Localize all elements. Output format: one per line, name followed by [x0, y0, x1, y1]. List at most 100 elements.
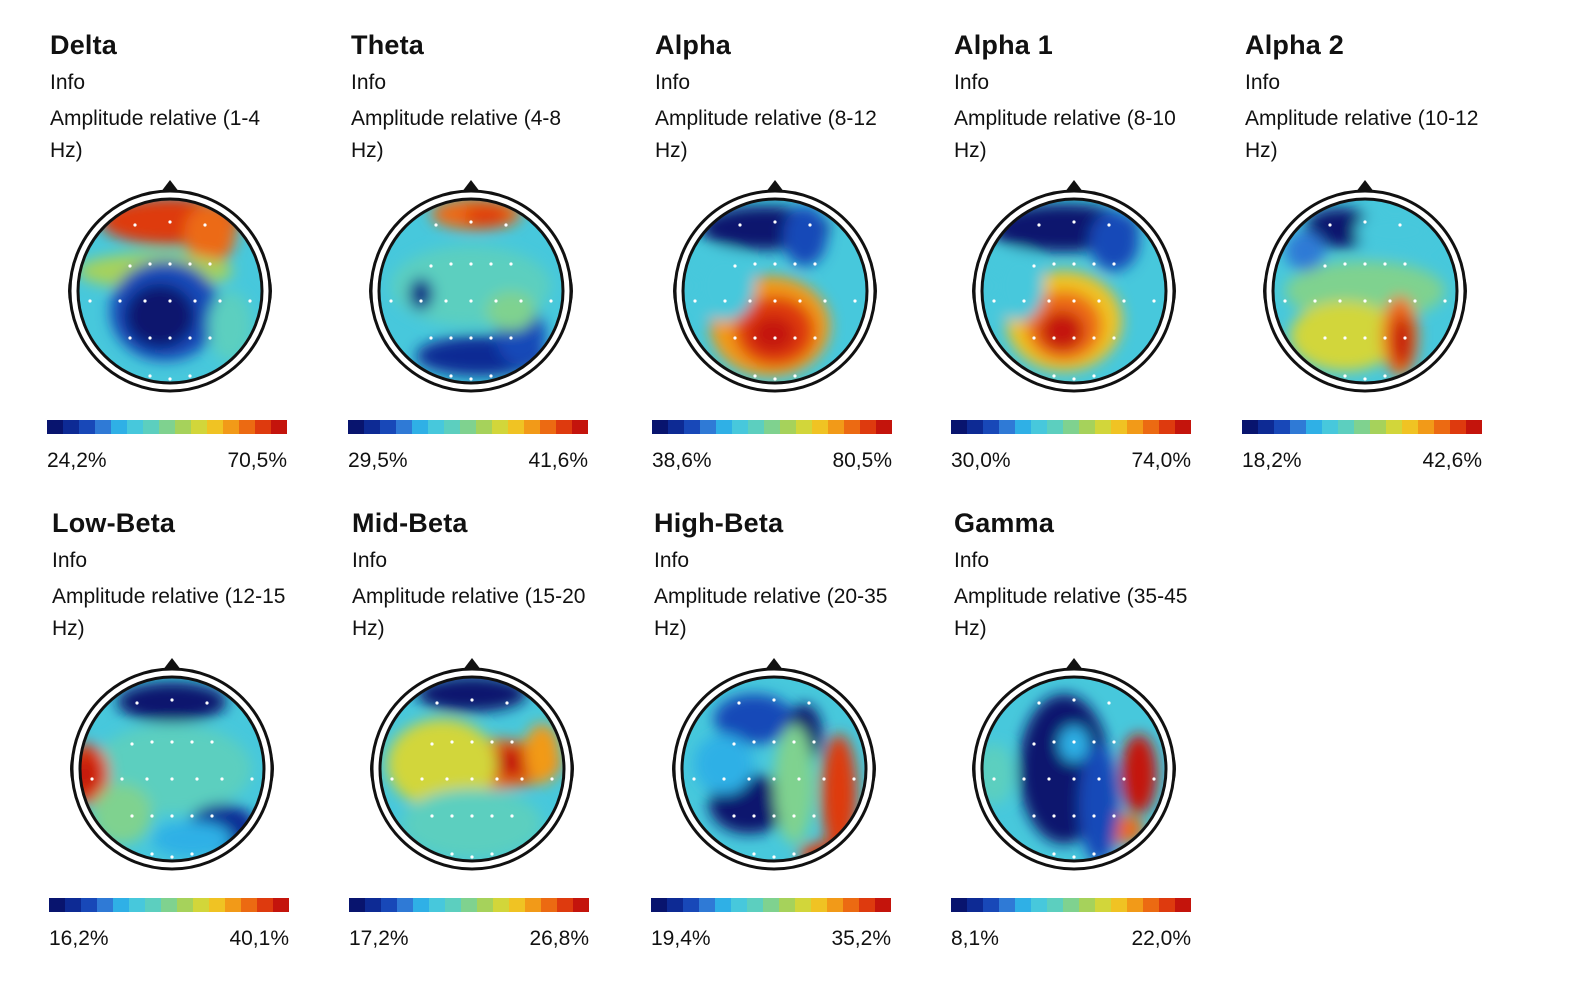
electrode-dot — [1072, 336, 1076, 340]
colorbar-step — [876, 420, 892, 434]
colorbar-step — [780, 420, 796, 434]
colorbar-step — [967, 420, 983, 434]
electrode-dot — [390, 777, 394, 781]
electrode-dot — [435, 701, 439, 705]
electrode-dot — [449, 262, 453, 266]
amplitude-region — [208, 291, 252, 361]
colorbar-step — [477, 898, 493, 912]
colorbar-step — [699, 898, 715, 912]
colorbar-step — [763, 898, 779, 912]
colorbar-step — [683, 898, 699, 912]
electrode-dot — [205, 701, 209, 705]
electrode-dot — [549, 299, 553, 303]
colorbar-step — [875, 898, 891, 912]
colorbar-step — [1402, 420, 1418, 434]
colorbar-step — [1063, 898, 1079, 912]
topomap-panel: Low-Beta Info Amplitude relative (12-15 Hz… — [49, 496, 322, 966]
colorbar-step — [209, 898, 225, 912]
electrode-dot — [1363, 220, 1367, 224]
electrode-dot — [1032, 336, 1036, 340]
colorbar-step — [207, 420, 223, 434]
colorbar-step — [1370, 420, 1386, 434]
colorbar-step — [95, 420, 111, 434]
electrode-dot — [1022, 299, 1026, 303]
electrode-dot — [1072, 740, 1076, 744]
colorbar-step — [1306, 420, 1322, 434]
colorbar-step — [159, 420, 175, 434]
electrode-dot — [250, 777, 254, 781]
electrode-dot — [1122, 777, 1126, 781]
colorbar-step — [525, 898, 541, 912]
electrode-dot — [793, 262, 797, 266]
electrode-dot — [1032, 742, 1036, 746]
colorbar-step — [1175, 898, 1191, 912]
topomap-panel: High-Beta Info Amplitude relative (20-35 H… — [651, 496, 924, 966]
amplitude-region — [80, 756, 97, 792]
amplitude-region — [751, 316, 795, 352]
head-topomap — [1263, 180, 1467, 393]
electrode-dot — [1072, 777, 1076, 781]
electrode-dot — [470, 740, 474, 744]
electrode-dot — [210, 740, 214, 744]
amplitude-region — [417, 677, 527, 712]
amplitude-region — [486, 291, 536, 331]
electrode-dot — [693, 299, 697, 303]
info-label: Info — [954, 549, 990, 572]
electrode-dot — [772, 698, 776, 702]
colorbar-step — [668, 420, 684, 434]
colorbar-step — [764, 420, 780, 434]
band-title: Alpha — [655, 30, 732, 60]
colorbar-step — [700, 420, 716, 434]
electrode-dot — [489, 336, 493, 340]
colorbar-step — [381, 898, 397, 912]
colorbar-step — [1127, 898, 1143, 912]
electrode-dot — [1052, 740, 1056, 744]
electrode-dot — [520, 777, 524, 781]
head-topomap — [972, 658, 1176, 871]
electrode-dot — [469, 377, 473, 381]
electrode-dot — [168, 262, 172, 266]
head-topomap — [370, 658, 574, 871]
electrode-dot — [550, 777, 554, 781]
electrode-dot — [510, 740, 514, 744]
electrode-dot — [509, 262, 513, 266]
electrode-dot — [150, 852, 154, 856]
electrode-dot — [434, 223, 438, 227]
electrode-dot — [1363, 377, 1367, 381]
electrode-dot — [1092, 336, 1096, 340]
colorbar-step — [177, 898, 193, 912]
metric-label: Amplitude relative (8-12 Hz) — [655, 107, 877, 162]
colorbar-max-label: 41,6% — [528, 449, 588, 472]
colorbar-step — [1274, 420, 1290, 434]
electrode-dot — [1037, 223, 1041, 227]
amplitude-region — [714, 694, 794, 744]
colorbar-step — [129, 898, 145, 912]
colorbar-step — [541, 898, 557, 912]
colorbar-step — [492, 420, 508, 434]
electrode-dot — [1047, 777, 1051, 781]
electrode-dot — [130, 814, 134, 818]
amplitude-region — [994, 251, 1044, 321]
amplitude-region — [1121, 734, 1157, 814]
electrode-dot — [429, 336, 433, 340]
colorbar-step — [460, 420, 476, 434]
electrode-dot — [128, 264, 132, 268]
electrode-dot — [822, 777, 826, 781]
electrode-dot — [798, 299, 802, 303]
electrode-dot — [505, 701, 509, 705]
electrode-dot — [1072, 698, 1076, 702]
colorbar — [651, 898, 891, 912]
electrode-dot — [748, 299, 752, 303]
colorbar-step — [1322, 420, 1338, 434]
electrode-dot — [773, 336, 777, 340]
metric-label: Amplitude relative (8-10 Hz) — [954, 107, 1176, 162]
colorbar-min-label: 18,2% — [1242, 449, 1302, 472]
electrode-dot — [150, 814, 154, 818]
electrode-dot — [489, 374, 493, 378]
electrode-dot — [469, 262, 473, 266]
electrode-dot — [1047, 299, 1051, 303]
electrode-dot — [419, 299, 423, 303]
colorbar-step — [476, 420, 492, 434]
colorbar-step — [951, 420, 967, 434]
colorbar-step — [271, 420, 287, 434]
